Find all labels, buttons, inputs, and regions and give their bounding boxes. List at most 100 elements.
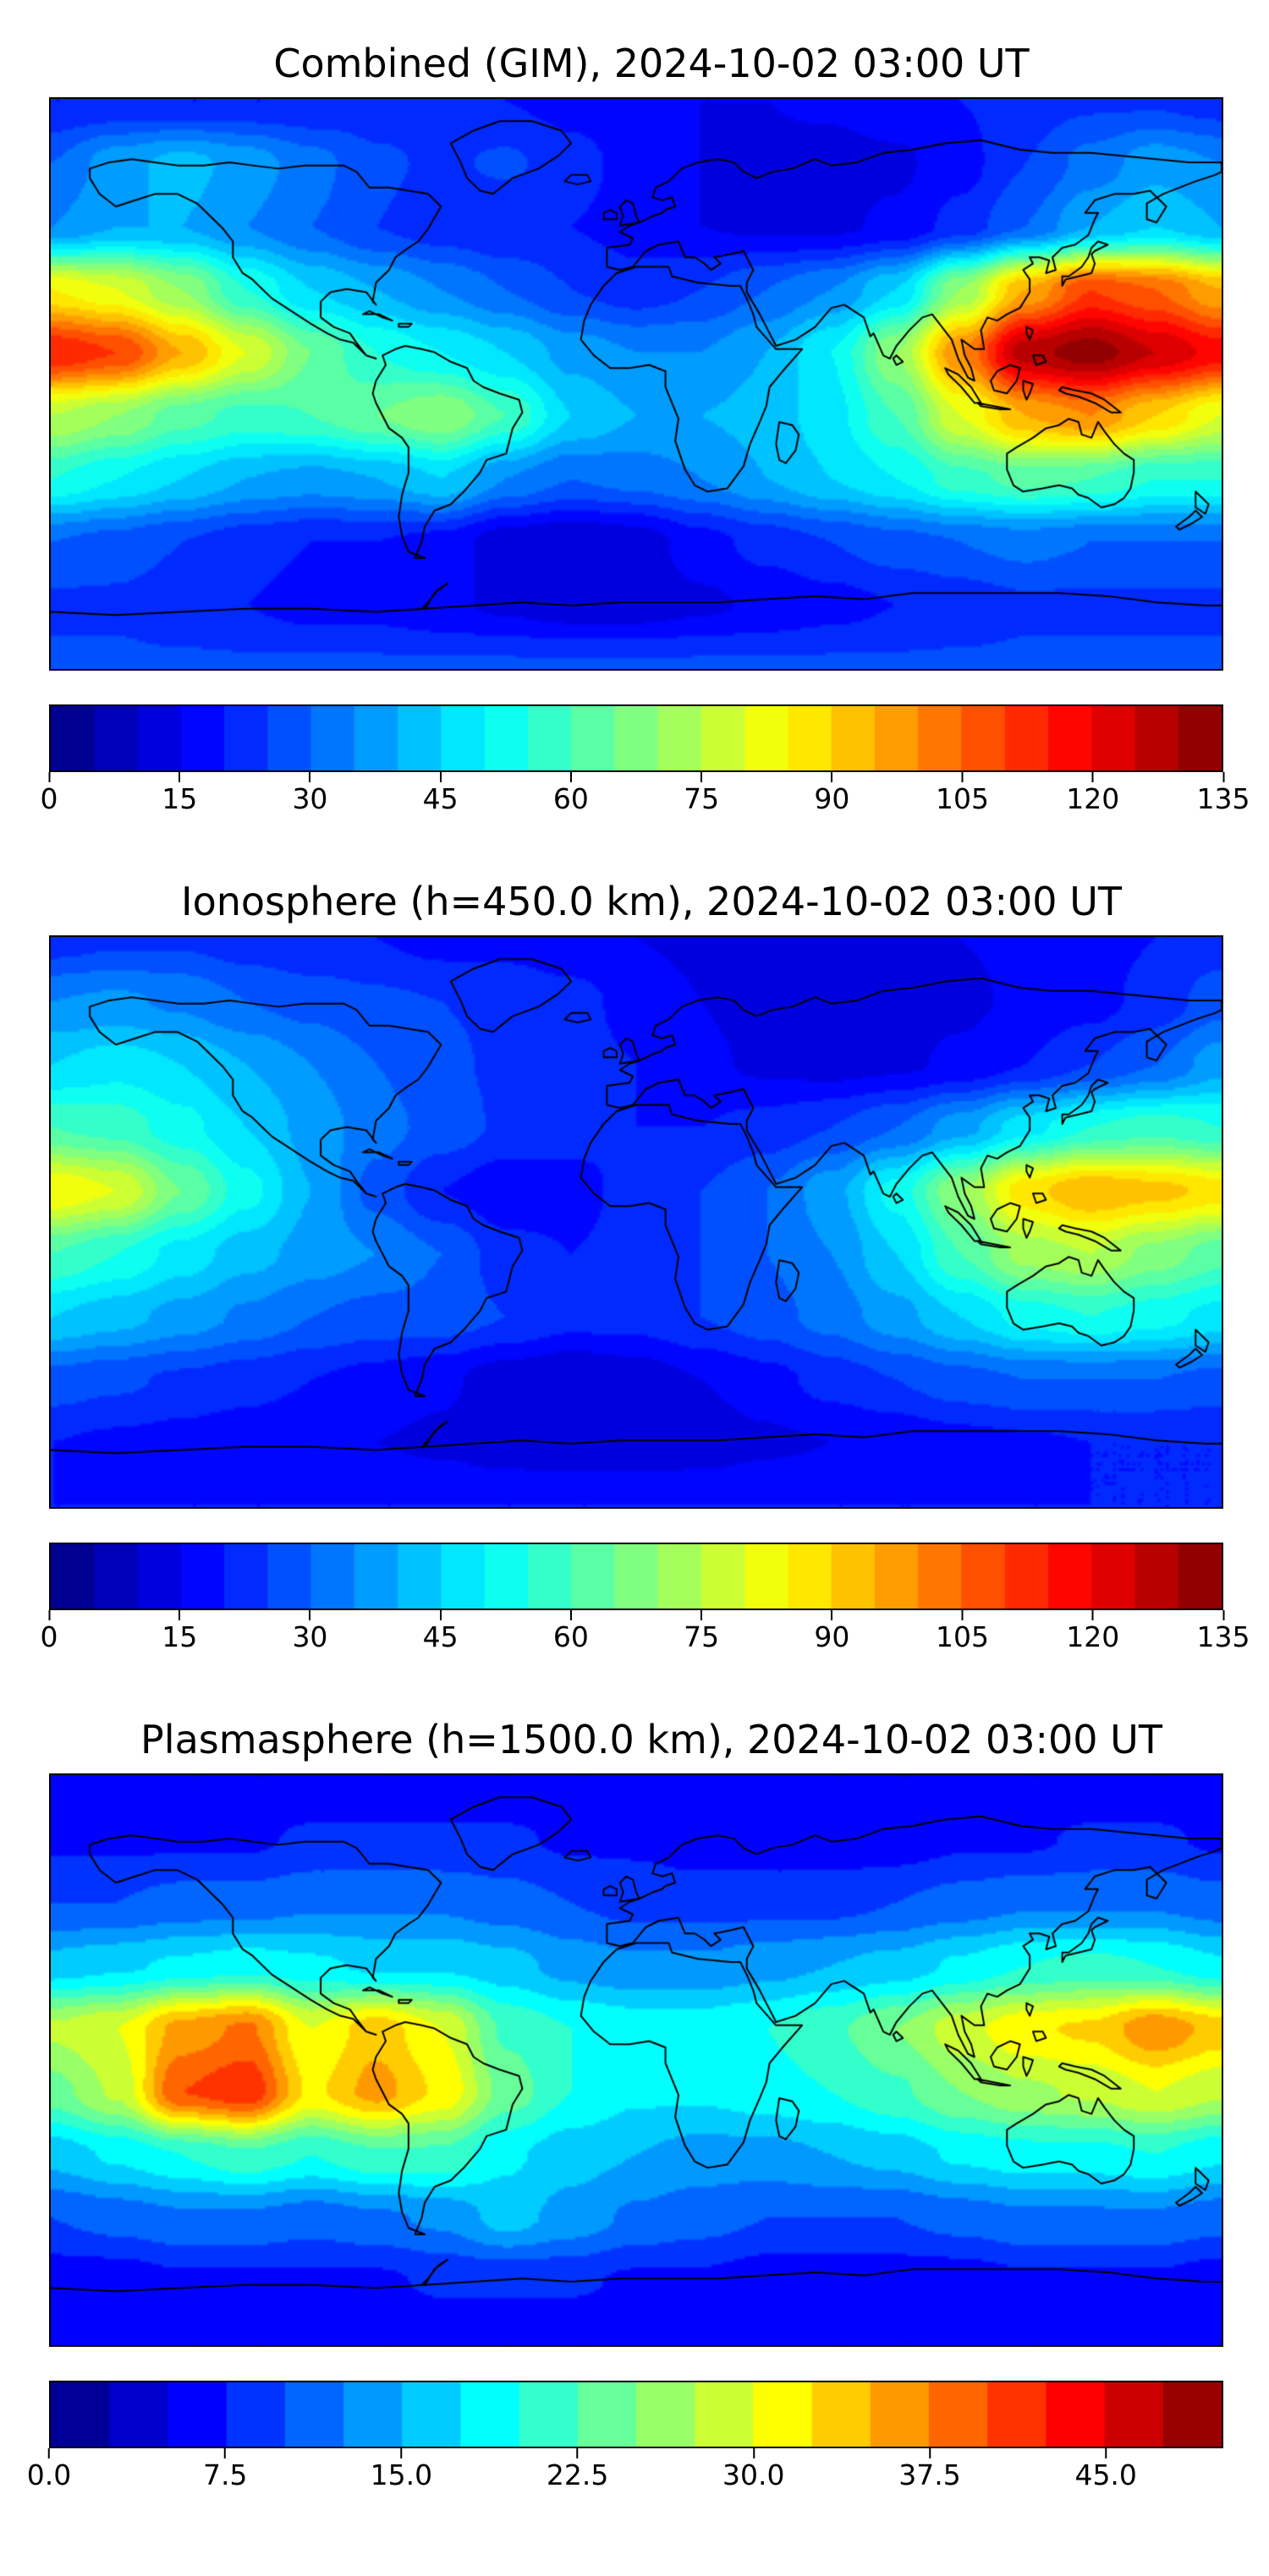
colorbar-tick: 120	[1066, 1609, 1120, 1654]
colorbar-tick-label: 30	[292, 1620, 328, 1653]
colorbar-tick-label: 37.5	[898, 2458, 961, 2491]
colorbar-tick: 7.5	[202, 2447, 248, 2492]
colorbar-tick: 105	[936, 771, 990, 816]
colorbar-tick-mark	[47, 2447, 50, 2458]
colorbar-tick: 90	[814, 771, 850, 816]
map-canvas-2	[49, 934, 1223, 1509]
colorbar-tick-label: 15	[162, 781, 198, 815]
map-wrap-1	[49, 96, 1223, 671]
colorbar-tick-label: 7.5	[202, 2458, 248, 2491]
colorbar-tick: 45	[422, 771, 459, 816]
colorbar-tick-mark	[439, 771, 442, 782]
colorbar-tick-label: 0	[40, 1620, 58, 1653]
colorbar-wrap-3	[49, 2380, 1223, 2448]
colorbar-tick-label: 120	[1066, 1620, 1120, 1653]
colorbar-tick-mark	[309, 771, 311, 782]
colorbar-tick-label: 15.0	[370, 2458, 433, 2491]
panel-title-plasmasphere: Plasmasphere (h=1500.0 km), 2024-10-02 0…	[140, 1716, 1162, 1762]
colorbar-tick: 15	[162, 1609, 198, 1654]
colorbar-tick-mark	[831, 1609, 833, 1620]
colorbar-tick: 0	[40, 771, 58, 816]
colorbar-tick-mark	[928, 2447, 931, 2458]
colorbar-tick-mark	[1105, 2447, 1107, 2458]
colorbar-tick-mark	[752, 2447, 755, 2458]
colorbar-tick: 90	[814, 1609, 850, 1654]
colorbar-ticks-1: 0 15 30 45 60 75 90 105 120 135	[41, 771, 1250, 825]
colorbar-tick-label: 75	[684, 781, 720, 815]
colorbar-tick-label: 135	[1196, 1620, 1250, 1653]
panel-title-combined: Combined (GIM), 2024-10-02 03:00 UT	[273, 41, 1030, 86]
colorbar-tick: 0.0	[27, 2447, 71, 2492]
colorbar-tick-label: 22.5	[546, 2458, 609, 2491]
colorbar-canvas-3	[49, 2380, 1223, 2448]
map-canvas-3	[49, 1773, 1223, 2347]
colorbar-tick-mark	[224, 2447, 227, 2458]
colorbar-tick-mark	[1222, 771, 1224, 782]
colorbar-tick: 135	[1196, 771, 1250, 816]
colorbar-tick-mark	[700, 771, 703, 782]
colorbar-tick-label: 105	[936, 781, 990, 815]
colorbar-tick-label: 105	[936, 1620, 990, 1653]
colorbar-tick-label: 30	[292, 781, 328, 815]
colorbar-tick-mark	[1222, 1609, 1224, 1620]
colorbar-tick-label: 0	[40, 781, 58, 815]
colorbar-tick-mark	[309, 1609, 311, 1620]
colorbar-tick-mark	[961, 1609, 964, 1620]
colorbar-tick-label: 135	[1196, 781, 1250, 815]
colorbar-tick-mark	[179, 1609, 181, 1620]
colorbar-tick-mark	[1091, 771, 1094, 782]
colorbar-tick-mark	[400, 2447, 403, 2458]
colorbar-tick-mark	[569, 771, 572, 782]
colorbar-tick: 30	[292, 1609, 328, 1654]
colorbar-tick: 15.0	[370, 2447, 433, 2492]
colorbar-tick: 15	[162, 771, 198, 816]
map-wrap-2	[49, 934, 1223, 1509]
colorbar-tick: 45.0	[1074, 2447, 1137, 2492]
figure: Combined (GIM), 2024-10-02 03:00 UT 0 15 3…	[0, 39, 1269, 2501]
colorbar-tick-label: 90	[814, 781, 850, 815]
colorbar-wrap-2	[49, 1542, 1223, 1610]
colorbar-tick-mark	[48, 771, 50, 782]
panel-ionosphere: Ionosphere (h=450.0 km), 2024-10-02 03:0…	[0, 877, 1269, 1663]
colorbar-tick: 0	[40, 1609, 58, 1654]
colorbar-canvas-1	[49, 704, 1223, 772]
colorbar-tick-mark	[576, 2447, 579, 2458]
colorbar-tick-label: 60	[552, 781, 589, 815]
colorbar-tick: 75	[684, 1609, 720, 1654]
colorbar-tick: 30.0	[722, 2447, 785, 2492]
colorbar-tick: 120	[1066, 771, 1120, 816]
colorbar-tick: 75	[684, 771, 720, 816]
colorbar-tick-label: 75	[684, 1620, 720, 1653]
colorbar-tick: 60	[552, 1609, 589, 1654]
colorbar-tick: 30	[292, 771, 328, 816]
panel-title-ionosphere: Ionosphere (h=450.0 km), 2024-10-02 03:0…	[181, 878, 1122, 924]
colorbar-tick: 22.5	[546, 2447, 609, 2492]
colorbar-tick: 60	[552, 771, 589, 816]
colorbar-tick-label: 45	[422, 1620, 459, 1653]
colorbar-ticks-2: 0 15 30 45 60 75 90 105 120 135	[41, 1609, 1250, 1663]
map-wrap-3	[49, 1773, 1223, 2347]
panel-plasmasphere: Plasmasphere (h=1500.0 km), 2024-10-02 0…	[0, 1715, 1269, 2501]
colorbar-tick-label: 30.0	[722, 2458, 785, 2491]
colorbar-tick-label: 45	[422, 781, 459, 815]
colorbar-tick-mark	[569, 1609, 572, 1620]
colorbar-tick: 45	[422, 1609, 459, 1654]
map-canvas-1	[49, 96, 1223, 671]
colorbar-tick-label: 90	[814, 1620, 850, 1653]
colorbar-tick-label: 120	[1066, 781, 1120, 815]
colorbar-tick-label: 60	[552, 1620, 589, 1653]
colorbar-tick-label: 15	[162, 1620, 198, 1653]
colorbar-tick-mark	[831, 771, 833, 782]
colorbar-tick-label: 45.0	[1074, 2458, 1137, 2491]
colorbar-ticks-3: 0.0 7.5 15.0 22.5 30.0 37.5 45.0	[27, 2447, 1223, 2501]
colorbar-tick-mark	[700, 1609, 703, 1620]
panel-combined-gim: Combined (GIM), 2024-10-02 03:00 UT 0 15 3…	[0, 39, 1269, 825]
colorbar-canvas-2	[49, 1542, 1223, 1610]
colorbar-tick-mark	[439, 1609, 442, 1620]
colorbar-tick: 105	[936, 1609, 990, 1654]
colorbar-tick-mark	[48, 1609, 50, 1620]
colorbar-tick: 37.5	[898, 2447, 961, 2492]
colorbar-tick-mark	[1091, 1609, 1094, 1620]
colorbar-wrap-1	[49, 704, 1223, 772]
colorbar-tick-mark	[961, 771, 964, 782]
